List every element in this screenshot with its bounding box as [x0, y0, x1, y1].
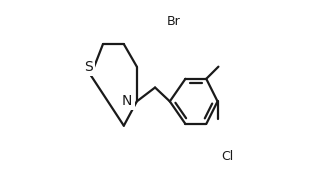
Text: N: N [122, 94, 133, 108]
Text: Br: Br [167, 15, 180, 28]
Text: Cl: Cl [221, 150, 233, 163]
Text: S: S [84, 60, 93, 74]
